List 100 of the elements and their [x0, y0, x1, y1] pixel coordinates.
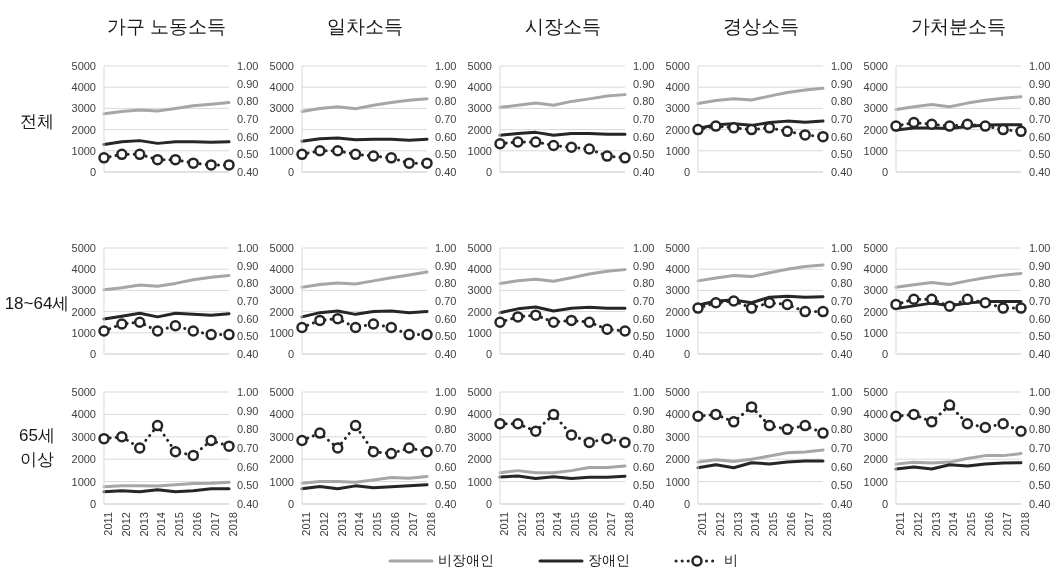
x-tick-label: 2018 — [1018, 512, 1031, 537]
line-series — [894, 95, 1023, 111]
y-tick-label: 1000 — [269, 475, 294, 488]
y2-tick-label: 0.80 — [1029, 423, 1051, 436]
x-tick-label: 2014 — [353, 512, 366, 537]
y2-tick-label: 0.40 — [435, 347, 457, 360]
point — [745, 401, 758, 413]
y-axis-title: 전체 — [19, 111, 55, 134]
x-tick-label: 2013 — [929, 512, 942, 537]
point — [529, 425, 542, 437]
line-series — [696, 459, 825, 470]
point — [403, 328, 415, 341]
y-tick-label: 3000 — [467, 430, 492, 443]
point — [817, 305, 829, 318]
y2-tick-label: 0.90 — [435, 77, 457, 90]
x-tick-label: 2011 — [497, 512, 510, 536]
y2-tick-label: 0.50 — [831, 330, 853, 343]
y2-tick-label: 0.70 — [633, 294, 655, 307]
point — [223, 159, 235, 171]
y-tick-label: 2000 — [71, 453, 96, 466]
line-series — [300, 97, 429, 114]
y2-tick-label: 0.80 — [633, 423, 655, 436]
point — [296, 321, 308, 334]
y2-tick-label: 0.50 — [435, 148, 457, 161]
point — [997, 123, 1009, 136]
x-tick-label: 2012 — [911, 512, 924, 537]
y-tick-label: 4000 — [71, 263, 96, 276]
y2-tick-label: 0.90 — [1029, 77, 1051, 90]
y2-tick-label: 0.70 — [831, 112, 853, 125]
y2-tick-label: 0.50 — [237, 148, 259, 161]
y-tick-label: 2000 — [665, 453, 690, 466]
y-tick-label: 4000 — [71, 81, 96, 94]
y2-tick-label: 0.40 — [831, 347, 853, 360]
x-tick-label: 2012 — [317, 512, 330, 537]
y2-tick-label: 0.60 — [831, 130, 853, 143]
y2-tick-label: 0.80 — [633, 277, 655, 290]
y2-tick-label: 1.00 — [1029, 59, 1051, 72]
x-tick-label: 2014 — [947, 512, 960, 537]
point — [710, 408, 722, 421]
point — [349, 419, 362, 432]
y2-tick-label: 1.00 — [435, 241, 457, 254]
point — [997, 417, 1009, 430]
x-tick-label: 2015 — [173, 512, 186, 537]
point — [619, 436, 631, 449]
line-series — [498, 268, 627, 285]
x-tick-label: 2012 — [713, 512, 726, 537]
point — [583, 436, 596, 449]
line-series — [696, 448, 825, 464]
y-tick-label: 5000 — [71, 59, 96, 72]
x-tick-label: 2016 — [983, 512, 996, 537]
y2-tick-label: 0.90 — [633, 259, 655, 272]
point — [494, 417, 506, 430]
line-series — [102, 100, 231, 116]
y2-tick-label: 0.40 — [237, 165, 259, 178]
y-tick-label: 4000 — [467, 408, 492, 421]
point — [169, 153, 182, 166]
y2-tick-label: 0.60 — [1029, 460, 1051, 473]
x-tick-label: 2011 — [893, 512, 906, 536]
point — [799, 419, 811, 432]
y-tick-label: 5000 — [467, 385, 492, 398]
point — [187, 157, 200, 169]
y-tick-label: 5000 — [863, 241, 888, 254]
y2-tick-label: 0.40 — [237, 347, 259, 360]
line-series — [894, 271, 1023, 289]
point — [151, 325, 164, 337]
point — [187, 325, 200, 337]
y-tick-label: 2000 — [269, 123, 294, 136]
line-series — [696, 263, 825, 283]
y2-tick-label: 0.50 — [633, 330, 655, 343]
chart-title: 시장소득 — [523, 15, 602, 39]
y2-tick-label: 0.50 — [237, 330, 259, 343]
y2-tick-label: 0.90 — [633, 404, 655, 417]
y-tick-label: 2000 — [71, 305, 96, 318]
y2-tick-label: 0.60 — [435, 130, 457, 143]
point — [925, 416, 938, 428]
x-tick-label: 2016 — [785, 512, 798, 537]
line-series — [498, 464, 627, 475]
y-tick-label: 0 — [89, 347, 96, 360]
point — [385, 152, 398, 164]
y-tick-label: 1000 — [665, 326, 690, 339]
y-tick-label: 0 — [683, 497, 690, 510]
y-tick-label: 3000 — [71, 102, 96, 115]
point — [314, 427, 326, 439]
y2-tick-label: 0.70 — [831, 441, 853, 454]
point — [763, 419, 776, 432]
x-tick-label: 2015 — [569, 512, 582, 537]
y2-tick-label: 0.70 — [1029, 294, 1051, 307]
y-tick-label: 2000 — [863, 305, 888, 318]
y-tick-label: 1000 — [269, 326, 294, 339]
y2-tick-label: 0.40 — [1029, 347, 1051, 360]
y2-tick-label: 0.60 — [1029, 312, 1051, 325]
x-tick-label: 2014 — [551, 512, 564, 537]
y-tick-label: 0 — [881, 347, 888, 360]
y-tick-label: 0 — [881, 165, 888, 178]
legend-label: 비 — [723, 552, 738, 570]
x-tick-label: 2011 — [299, 512, 312, 536]
point — [151, 153, 164, 166]
y2-tick-label: 0.60 — [831, 460, 853, 473]
x-tick-label: 2017 — [802, 512, 815, 537]
y2-tick-label: 0.60 — [237, 460, 259, 473]
